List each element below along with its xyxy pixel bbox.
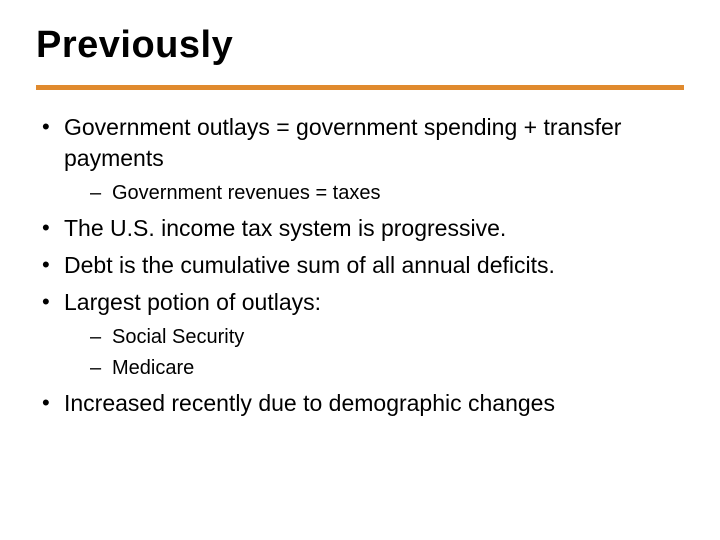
sub-bullet-item: Government revenues = taxes (64, 180, 684, 207)
bullet-item: Increased recently due to demographic ch… (36, 388, 684, 419)
sub-bullet-list: Social Security Medicare (64, 324, 684, 382)
sub-bullet-text: Government revenues = taxes (112, 182, 380, 204)
bullet-item: Government outlays = government spending… (36, 112, 684, 207)
sub-bullet-text: Medicare (112, 357, 194, 379)
bullet-list: Government outlays = government spending… (36, 112, 684, 419)
title-rule (36, 85, 684, 90)
sub-bullet-list: Government revenues = taxes (64, 180, 684, 207)
slide-title: Previously (36, 24, 684, 67)
sub-bullet-item: Social Security (64, 324, 684, 351)
bullet-item: Debt is the cumulative sum of all annual… (36, 250, 684, 281)
bullet-text: The U.S. income tax system is progressiv… (64, 215, 506, 241)
bullet-text: Increased recently due to demographic ch… (64, 390, 555, 416)
bullet-text: Debt is the cumulative sum of all annual… (64, 252, 555, 278)
bullet-text: Largest potion of outlays: (64, 289, 321, 315)
bullet-item: Largest potion of outlays: Social Securi… (36, 287, 684, 382)
slide-content: Government outlays = government spending… (36, 112, 684, 419)
bullet-item: The U.S. income tax system is progressiv… (36, 213, 684, 244)
sub-bullet-item: Medicare (64, 355, 684, 382)
slide: { "title": "Previously", "rule_color": "… (0, 0, 720, 540)
bullet-text: Government outlays = government spending… (64, 114, 621, 171)
sub-bullet-text: Social Security (112, 326, 244, 348)
